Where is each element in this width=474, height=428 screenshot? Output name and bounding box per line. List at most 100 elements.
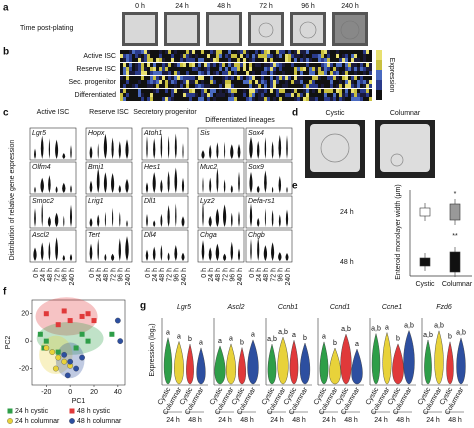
violin xyxy=(249,171,253,193)
heatmap-cell xyxy=(318,76,321,80)
heatmap-cell xyxy=(162,71,165,75)
heatmap-cell xyxy=(183,97,186,101)
violin xyxy=(125,236,129,261)
violin-panel xyxy=(141,127,189,161)
violin xyxy=(208,247,212,261)
x-label: 240 h xyxy=(237,268,244,286)
legend-label: 48 h cystic xyxy=(77,408,111,415)
violin xyxy=(167,252,170,261)
heatmap-cell xyxy=(366,76,369,80)
heatmap-cell xyxy=(237,76,240,80)
heatmap-cell xyxy=(141,84,144,88)
heatmap-cell xyxy=(132,89,135,93)
heatmap-cell xyxy=(366,84,369,88)
heatmap-cell xyxy=(159,80,162,84)
heatmap-cell xyxy=(261,63,264,67)
heatmap-cell xyxy=(297,84,300,88)
heatmap-cell xyxy=(354,50,357,54)
heatmap-cell xyxy=(345,84,348,88)
heatmap-cell xyxy=(285,97,288,101)
heatmap-cell xyxy=(306,71,309,75)
significance-letter: b xyxy=(303,335,307,342)
heatmap-cell xyxy=(210,58,213,62)
heatmap-cell xyxy=(189,58,192,62)
heatmap-cell xyxy=(222,50,225,54)
time-label: 24 h xyxy=(322,417,336,424)
gene-name: Bmi1 xyxy=(88,164,104,171)
heatmap-cell xyxy=(348,67,351,71)
heatmap-cell xyxy=(309,93,312,97)
heatmap-cell xyxy=(279,63,282,67)
heatmap-cell xyxy=(234,89,237,93)
heatmap-cell xyxy=(348,80,351,84)
violin xyxy=(247,339,259,385)
heatmap-cell xyxy=(249,84,252,88)
heatmap-cell xyxy=(126,67,129,71)
x-label: 240 h xyxy=(181,268,188,286)
violin xyxy=(153,220,156,227)
heatmap-cell xyxy=(222,89,225,93)
heatmap-cell xyxy=(288,58,291,62)
heatmap-cell xyxy=(342,97,345,101)
heatmap-cell xyxy=(240,84,243,88)
heatmap-cell xyxy=(225,63,228,67)
violin xyxy=(118,238,121,261)
heatmap-cell xyxy=(174,84,177,88)
violin xyxy=(145,249,149,261)
heatmap-cell xyxy=(174,50,177,54)
heatmap-cell xyxy=(369,54,372,58)
heatmap-cell xyxy=(273,54,276,58)
x-label: 72 h xyxy=(166,268,173,282)
heatmap-cell xyxy=(138,71,141,75)
heatmap-cell xyxy=(216,89,219,93)
heatmap-cell xyxy=(171,76,174,80)
time-label: 24 h xyxy=(175,3,189,10)
heatmap-cell xyxy=(297,71,300,75)
heatmap-cell xyxy=(276,54,279,58)
heatmap-cell xyxy=(186,63,189,67)
violin-panel xyxy=(197,127,245,161)
point xyxy=(85,338,91,344)
heatmap-cell xyxy=(279,54,282,58)
point xyxy=(114,317,121,324)
violin xyxy=(208,215,212,227)
heatmap-cell xyxy=(177,89,180,93)
heatmap-cell xyxy=(126,89,129,93)
heatmap-cell xyxy=(147,54,150,58)
violin xyxy=(286,186,288,193)
heatmap-cell xyxy=(252,93,255,97)
heatmap-cell xyxy=(177,80,180,84)
heatmap-cell xyxy=(276,63,279,67)
heatmap-cell xyxy=(354,84,357,88)
violin xyxy=(392,343,404,385)
violin xyxy=(181,216,185,227)
heatmap-cell xyxy=(363,58,366,62)
violin xyxy=(69,254,73,261)
heatmap-cell xyxy=(369,76,372,80)
significance-letter: a xyxy=(199,340,203,347)
heatmap-cell xyxy=(330,71,333,75)
heatmap-cell xyxy=(225,54,228,58)
heatmap-cell xyxy=(177,63,180,67)
heatmap-cell xyxy=(204,97,207,101)
heatmap-cell xyxy=(204,76,207,80)
heatmap-cell xyxy=(357,97,360,101)
heatmap-cell xyxy=(303,67,306,71)
heatmap-cell xyxy=(258,54,261,58)
violin xyxy=(103,133,108,159)
heatmap-cell xyxy=(237,71,240,75)
heatmap-cell xyxy=(363,71,366,75)
heatmap-cell xyxy=(291,71,294,75)
heatmap-cell xyxy=(273,67,276,71)
heatmap-cell xyxy=(180,50,183,54)
point xyxy=(64,372,71,379)
heatmap-cell xyxy=(303,76,306,80)
heatmap-cell xyxy=(273,76,276,80)
heatmap-cell xyxy=(186,76,189,80)
heatmap-cell xyxy=(177,76,180,80)
heatmap-cell xyxy=(201,58,204,62)
heatmap-cell xyxy=(279,58,282,62)
heatmap-cell xyxy=(234,54,237,58)
heatmap-cell xyxy=(369,80,372,84)
